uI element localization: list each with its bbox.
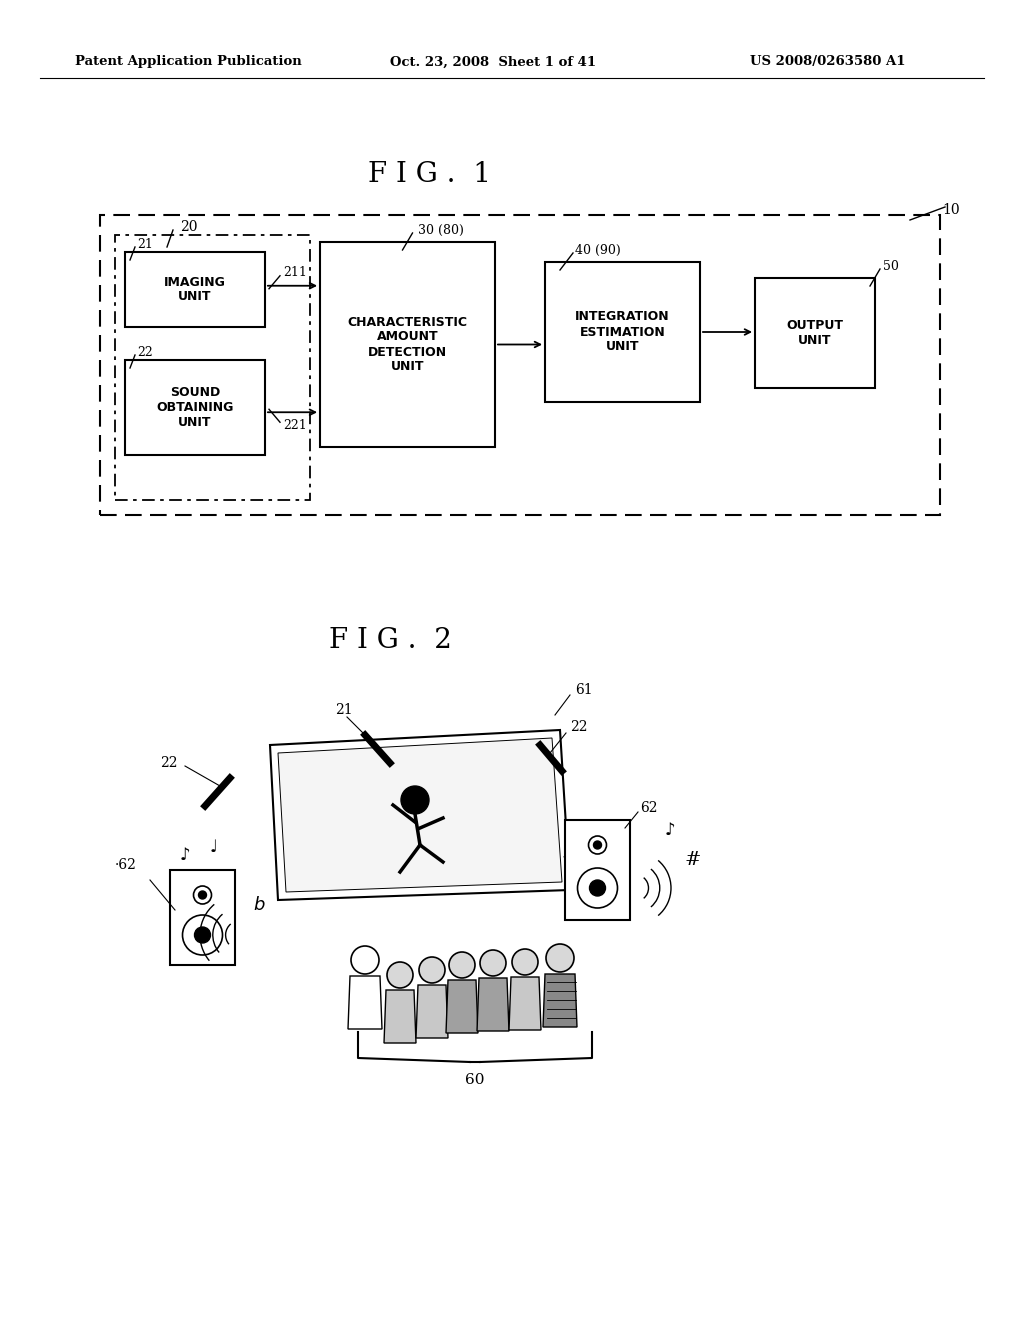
Circle shape — [480, 950, 506, 975]
Circle shape — [199, 891, 207, 899]
Polygon shape — [278, 738, 562, 892]
Text: ♪: ♪ — [180, 846, 190, 865]
Circle shape — [512, 949, 538, 975]
Polygon shape — [477, 978, 509, 1031]
Text: 20: 20 — [180, 220, 198, 234]
Text: Oct. 23, 2008  Sheet 1 of 41: Oct. 23, 2008 Sheet 1 of 41 — [390, 55, 596, 69]
Text: 30 (80): 30 (80) — [418, 223, 464, 236]
Text: 22: 22 — [160, 756, 177, 770]
Text: SOUND
OBTAINING
UNIT: SOUND OBTAINING UNIT — [157, 385, 233, 429]
Text: ·62: ·62 — [115, 858, 137, 873]
Circle shape — [449, 952, 475, 978]
Text: F I G .  1: F I G . 1 — [369, 161, 492, 189]
Text: #: # — [685, 851, 701, 869]
Circle shape — [594, 841, 601, 849]
Text: 211: 211 — [283, 267, 307, 280]
Polygon shape — [446, 979, 478, 1034]
Text: ♪: ♪ — [665, 821, 676, 840]
Text: CHARACTERISTIC
AMOUNT
DETECTION
UNIT: CHARACTERISTIC AMOUNT DETECTION UNIT — [347, 315, 468, 374]
Text: 50: 50 — [883, 260, 899, 272]
Polygon shape — [416, 985, 449, 1038]
Text: Patent Application Publication: Patent Application Publication — [75, 55, 302, 69]
FancyBboxPatch shape — [170, 870, 234, 965]
Text: ♩: ♩ — [210, 838, 218, 855]
Polygon shape — [270, 730, 570, 900]
Text: IMAGING
UNIT: IMAGING UNIT — [164, 276, 226, 304]
Circle shape — [387, 962, 413, 987]
Text: b: b — [253, 896, 264, 913]
Circle shape — [546, 944, 574, 972]
Polygon shape — [348, 975, 382, 1030]
Text: 62: 62 — [640, 801, 657, 814]
Text: 40 (90): 40 (90) — [575, 243, 621, 256]
Circle shape — [401, 785, 429, 814]
Polygon shape — [509, 977, 541, 1030]
Text: 22: 22 — [570, 719, 588, 734]
Text: OUTPUT
UNIT: OUTPUT UNIT — [786, 319, 844, 347]
Text: F I G .  2: F I G . 2 — [329, 627, 452, 653]
Text: 61: 61 — [575, 682, 593, 697]
Text: 22: 22 — [137, 346, 153, 359]
Text: 21: 21 — [335, 704, 352, 717]
Text: 10: 10 — [942, 203, 959, 216]
Text: INTEGRATION
ESTIMATION
UNIT: INTEGRATION ESTIMATION UNIT — [575, 310, 670, 354]
FancyBboxPatch shape — [565, 820, 630, 920]
Circle shape — [351, 946, 379, 974]
Text: 60: 60 — [465, 1073, 484, 1086]
Text: US 2008/0263580 A1: US 2008/0263580 A1 — [750, 55, 905, 69]
Polygon shape — [543, 974, 577, 1027]
Circle shape — [590, 880, 605, 896]
Text: 21: 21 — [137, 238, 153, 251]
Circle shape — [195, 927, 211, 942]
Text: 221: 221 — [283, 418, 307, 432]
Polygon shape — [384, 990, 416, 1043]
Circle shape — [419, 957, 445, 983]
